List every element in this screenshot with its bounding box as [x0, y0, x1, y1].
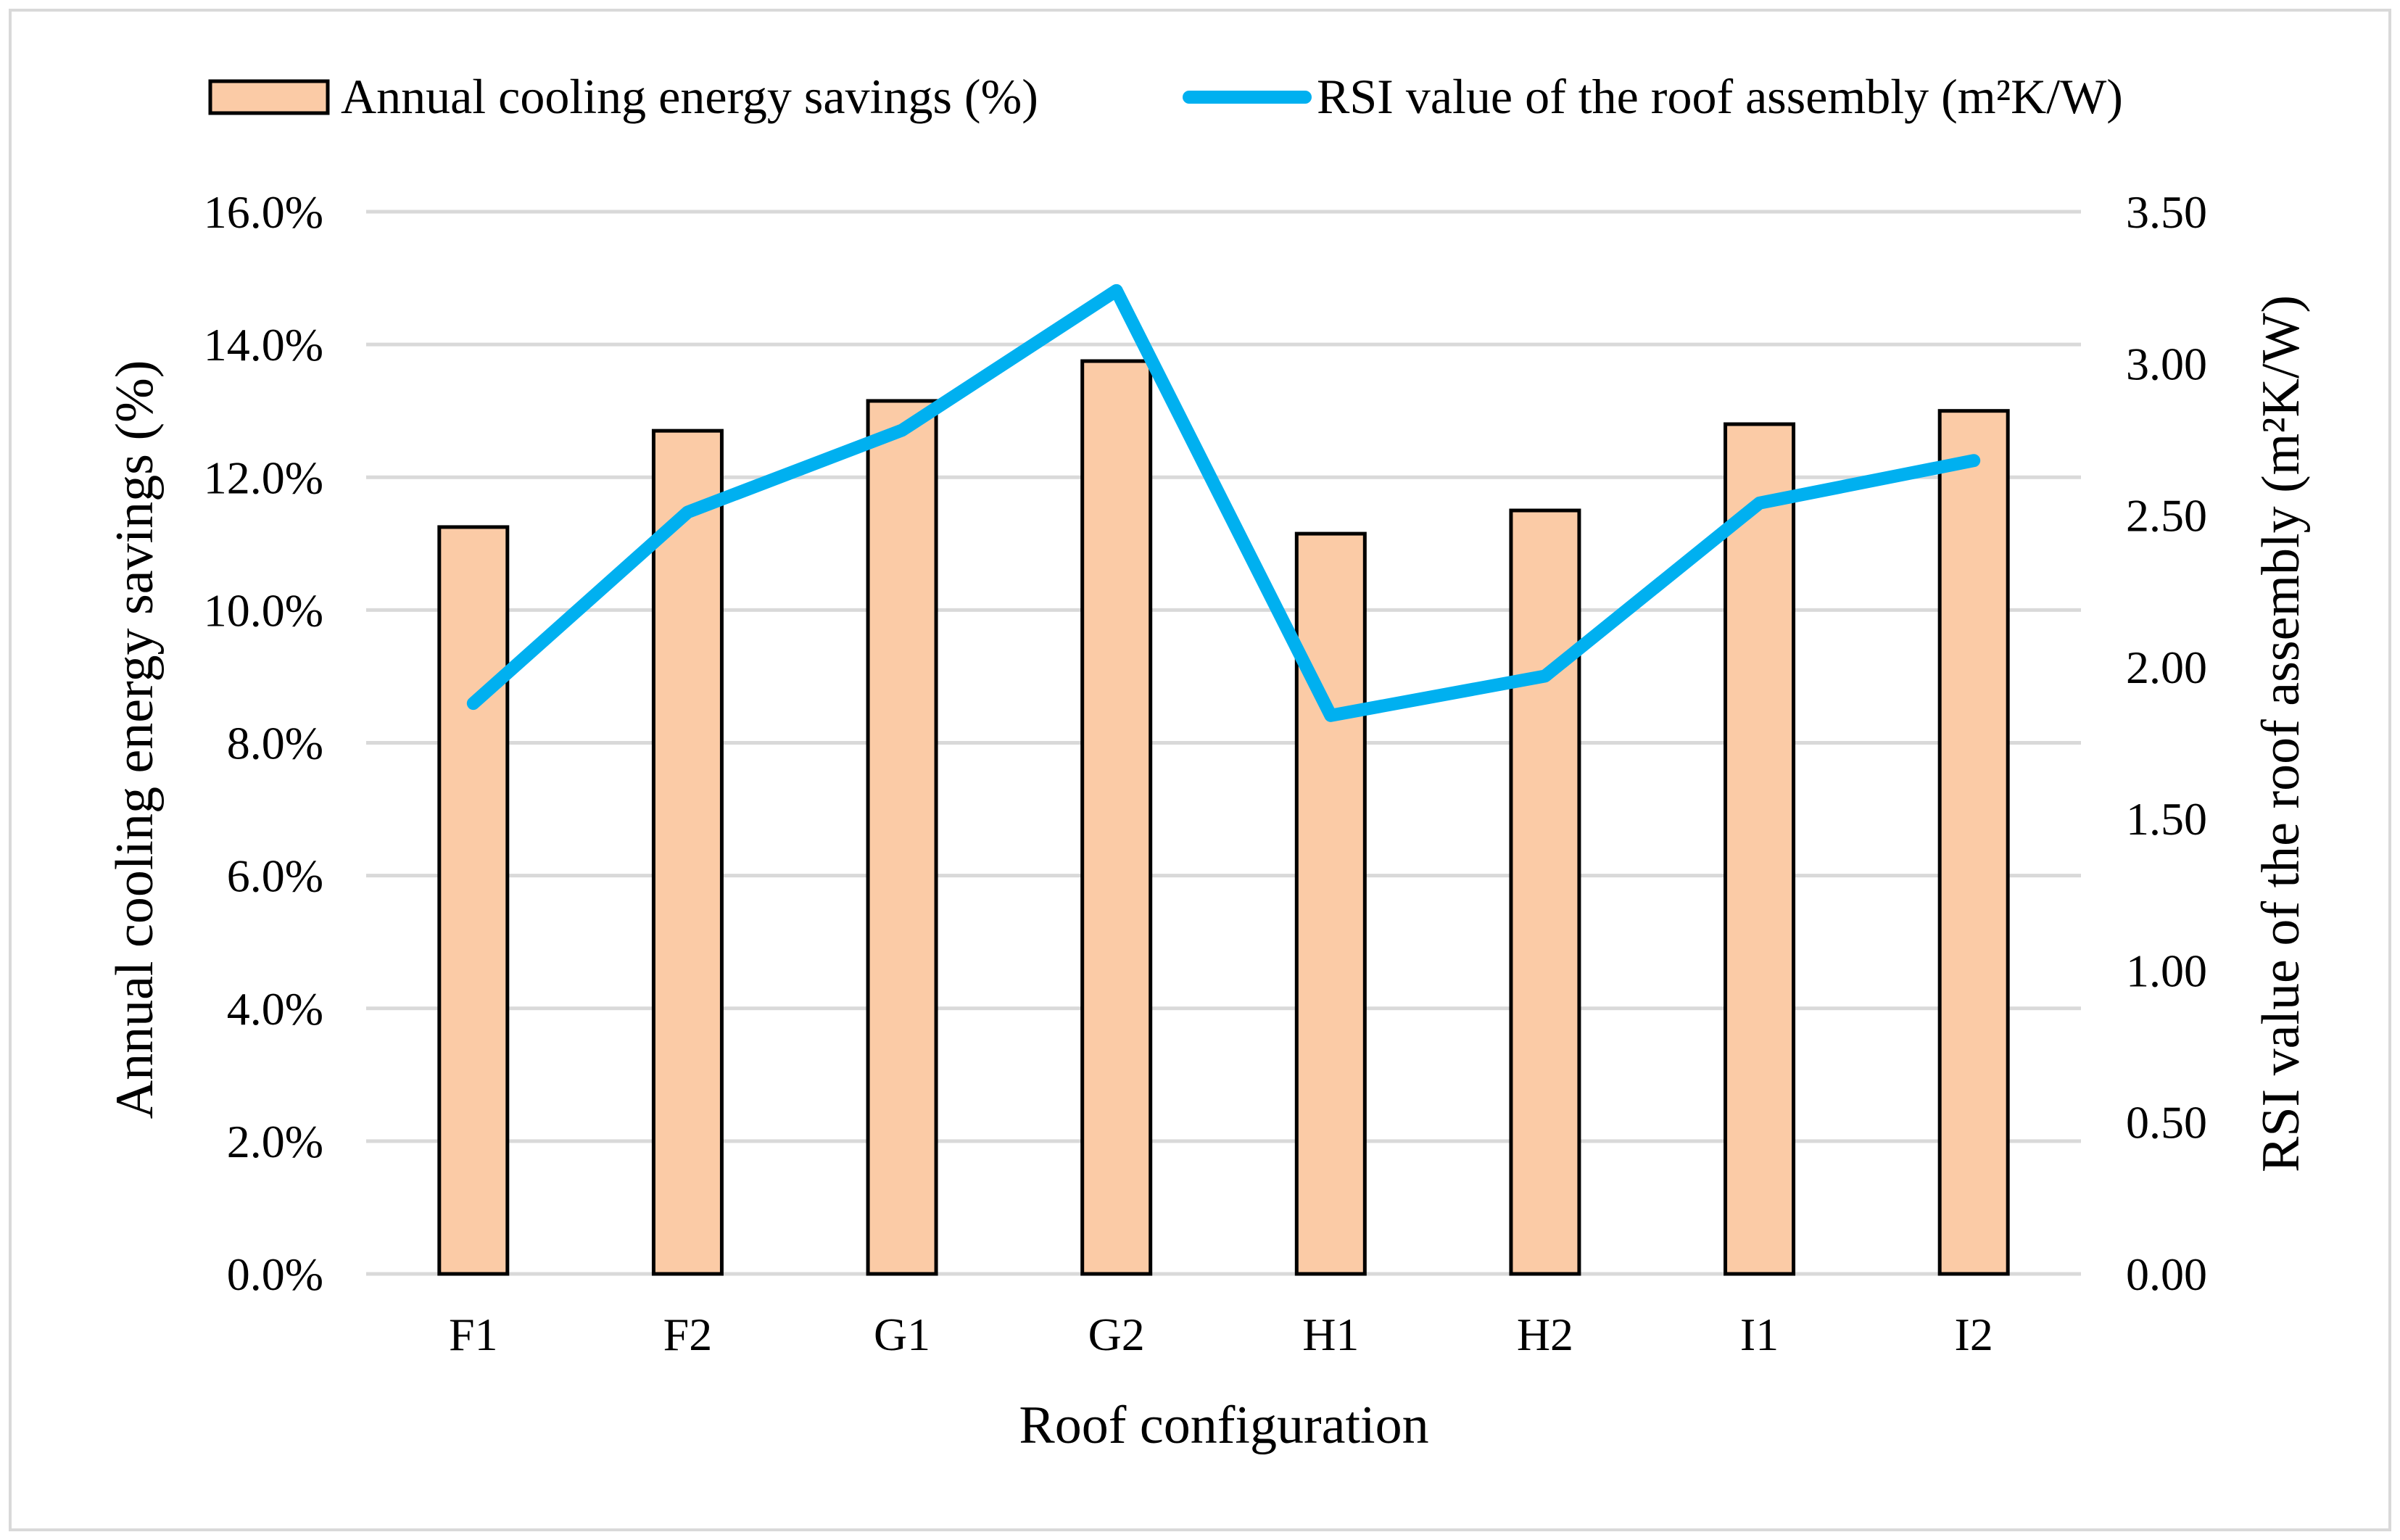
legend: Annual cooling energy savings (%) RSI va…: [208, 69, 2123, 124]
bar-h2: [1509, 508, 1581, 1276]
x-tick-label: H1: [1302, 1309, 1359, 1360]
y-tick-label: 8.0%: [227, 718, 323, 769]
x-axis-title: Roof configuration: [1019, 1396, 1428, 1455]
y2-tick-label: 3.00: [2126, 338, 2207, 389]
bar-f2: [651, 429, 724, 1276]
y2-tick-label: 1.50: [2126, 793, 2207, 845]
y2-tick-label: 1.00: [2126, 945, 2207, 996]
y-tick-label: 0.0%: [227, 1249, 323, 1300]
x-tick-label: I1: [1740, 1309, 1779, 1360]
y-axis-title: Annual cooling energy savings (%): [105, 360, 165, 1119]
bar-i1: [1724, 422, 1796, 1276]
bar-g1: [866, 399, 938, 1276]
x-tick-label: I2: [1955, 1309, 1993, 1360]
rsi-line: [466, 283, 1981, 722]
bars: [437, 359, 2010, 1276]
y2-tick-label: 0.50: [2126, 1097, 2207, 1148]
y-tick-label: 10.0%: [204, 584, 323, 636]
x-tick-label: G1: [874, 1309, 930, 1360]
legend-label-savings: Annual cooling energy savings (%): [341, 69, 1038, 124]
y2-tick-label: 3.50: [2126, 186, 2207, 238]
x-axis-ticks: F1 F2 G1 G2 H1 H2 I1 I2: [449, 1309, 1993, 1360]
legend-label-rsi: RSI value of the roof assembly (m²K/W): [1317, 69, 2123, 124]
y-tick-label: 16.0%: [204, 186, 323, 238]
y-tick-label: 6.0%: [227, 850, 323, 902]
y2-tick-label: 2.00: [2126, 642, 2207, 693]
y-tick-label: 12.0%: [204, 452, 323, 503]
right-axis-ticks: 0.00 0.50 1.00 1.50 2.00 2.50 3.00 3.50: [2126, 186, 2207, 1300]
bar-i2: [1937, 409, 2010, 1276]
x-tick-label: G2: [1088, 1309, 1145, 1360]
bar-h1: [1294, 531, 1367, 1276]
bar-g2: [1080, 359, 1153, 1276]
x-tick-label: F2: [663, 1309, 713, 1360]
y-tick-label: 14.0%: [204, 319, 323, 370]
x-tick-label: H2: [1517, 1309, 1573, 1360]
y2-tick-label: 0.00: [2126, 1249, 2207, 1300]
y-tick-label: 2.0%: [227, 1116, 323, 1167]
y2-tick-label: 2.50: [2126, 490, 2207, 542]
gridlines: [366, 210, 2081, 1276]
x-tick-label: F1: [449, 1309, 498, 1360]
bar-f1: [437, 525, 510, 1276]
rsi-line-layer: [466, 283, 1981, 722]
y2-axis-title: RSI value of the roof assembly (m²K/W): [2251, 295, 2311, 1172]
left-axis-ticks: 0.0% 2.0% 4.0% 6.0% 8.0% 10.0% 12.0% 14.0% 16.0%: [204, 186, 323, 1300]
legend-swatch-savings: [208, 79, 330, 115]
y-tick-label: 4.0%: [227, 983, 323, 1035]
